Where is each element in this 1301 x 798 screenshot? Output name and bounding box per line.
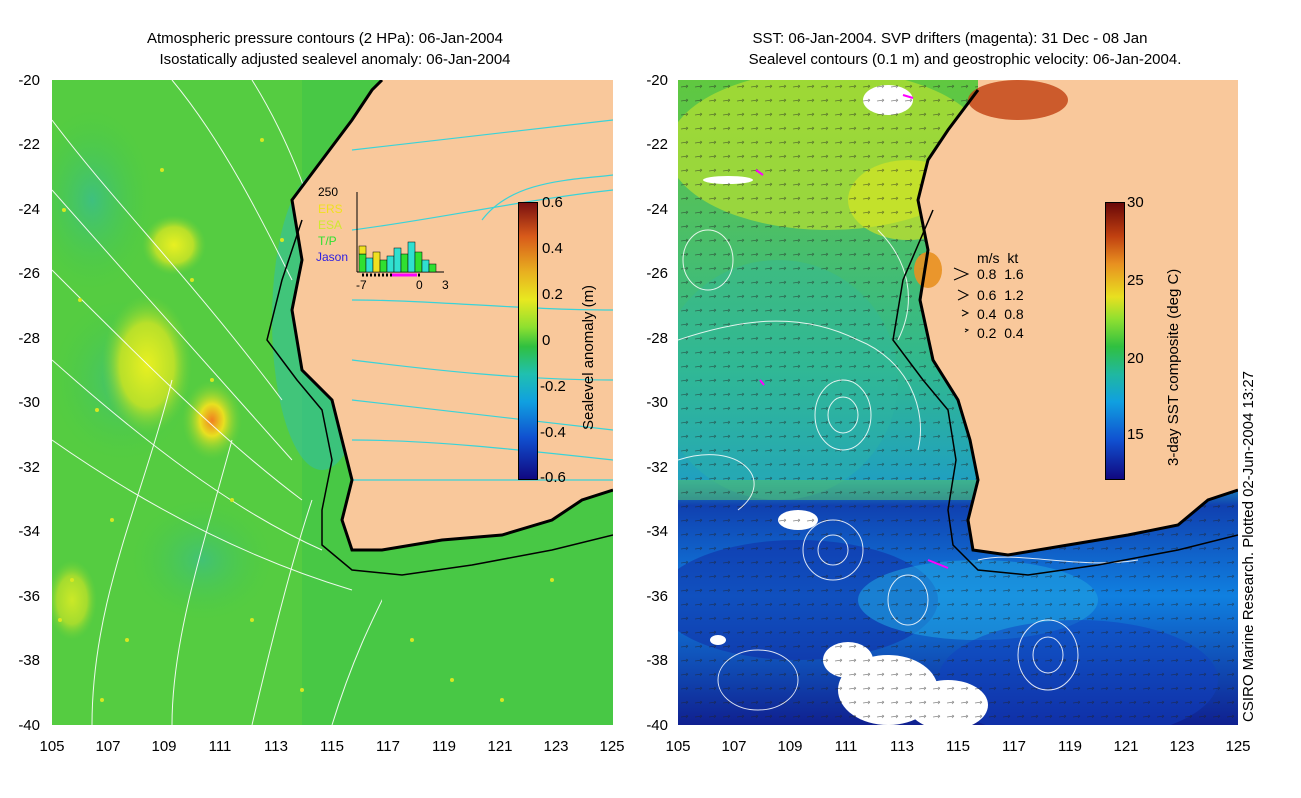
right-xtick: 113 (890, 738, 914, 755)
histogram-legend-tp: T/P (318, 234, 337, 248)
right-xtick: 107 (721, 738, 747, 755)
histogram-legend-jason: Jason (316, 250, 349, 264)
sealevel-colorbar (518, 202, 538, 480)
right-title-line2: Sealevel contours (0.1 m) and geostrophi… (748, 51, 1182, 68)
left-xtick: 107 (95, 738, 121, 755)
sealevel-cb-tick: -0.6 (540, 469, 566, 486)
velocity-legend-arrows (953, 267, 970, 333)
left-ytick: -30 (18, 394, 40, 411)
right-ytick: -28 (646, 330, 668, 347)
right-xtick: 119 (1058, 738, 1082, 755)
right-xtick: 115 (946, 738, 970, 755)
histogram-x-label-max: 3 (442, 278, 449, 292)
shelf-contour-right (892, 209, 1238, 576)
left-xtick: 121 (487, 738, 513, 755)
histogram-x-label-zero: 0 (416, 278, 423, 292)
left-xtick: 111 (208, 738, 232, 755)
histogram-max-label: 250 (318, 185, 339, 199)
histogram-bars (356, 192, 444, 277)
right-ytick: -26 (646, 265, 668, 282)
left-ytick: -38 (18, 652, 40, 669)
sealevel-cb-tick: 0.2 (542, 286, 563, 303)
right-ytick: -22 (646, 136, 668, 153)
sst-cb-tick: 25 (1127, 272, 1144, 289)
credit-text: CSIRO Marine Research. Plotted 02-Jun-20… (1240, 370, 1257, 722)
anomaly-high-2 (102, 295, 192, 435)
left-xtick: 115 (320, 738, 344, 755)
left-xtick: 113 (264, 738, 288, 755)
right-ytick: -24 (646, 201, 668, 218)
land-pressure-contours (351, 119, 613, 481)
sst-cb-tick: 30 (1127, 194, 1144, 211)
right-ytick: -40 (646, 717, 668, 734)
anomaly-high-3 (182, 380, 242, 460)
left-ytick: -28 (18, 330, 40, 347)
velocity-legend-row: 0.8 1.6 (977, 266, 1024, 282)
left-ytick: -20 (18, 72, 40, 89)
left-xtick: 109 (151, 738, 177, 755)
altimeter-tracks (58, 138, 554, 702)
right-xtick: 105 (665, 738, 691, 755)
left-title-line1: Atmospheric pressure contours (2 HPa): 0… (146, 30, 503, 47)
sealevel-cb-tick: 0.6 (542, 194, 563, 211)
australia-land-right (918, 80, 1238, 555)
histogram-legend-esa: ESA (318, 218, 343, 232)
left-ytick: -26 (18, 265, 40, 282)
left-xtick: 119 (432, 738, 456, 755)
histogram-inset: 250 ERS ESA T/P Jason -7 0 3 (312, 186, 452, 296)
left-xtick: 105 (39, 738, 65, 755)
left-xtick: 125 (599, 738, 625, 755)
right-xtick: 109 (777, 738, 803, 755)
left-map-panel (52, 80, 613, 725)
right-xtick: 123 (1169, 738, 1195, 755)
sealevel-contours (678, 229, 1139, 711)
left-title-line2: Isostatically adjusted sealevel anomaly:… (159, 51, 511, 68)
histogram-legend-ers: ERS (318, 202, 343, 216)
sst-cb-tick: 20 (1127, 350, 1144, 367)
right-ytick: -32 (646, 459, 668, 476)
histogram-x-label-min: -7 (356, 278, 367, 292)
velocity-legend-row: 0.4 0.8 (977, 306, 1024, 322)
right-xtick: 117 (1002, 738, 1026, 755)
sst-colorbar-label: 3-day SST composite (deg C) (1165, 268, 1182, 466)
right-ytick: -36 (646, 588, 668, 605)
right-map-panel (678, 80, 1238, 725)
sealevel-cb-tick: 0 (542, 332, 551, 349)
left-map-svg (52, 80, 613, 725)
anomaly-high-1 (142, 215, 206, 275)
right-ytick: -20 (646, 72, 668, 89)
velocity-legend-row: 0.2 0.4 (977, 325, 1024, 341)
right-ytick: -38 (646, 652, 668, 669)
coastline (290, 80, 613, 552)
right-ytick: -34 (646, 523, 668, 540)
left-ytick: -34 (18, 523, 40, 540)
svp-drifter-tracks (755, 94, 949, 569)
sst-cb-tick: 15 (1127, 426, 1144, 443)
sst-colorbar (1105, 202, 1125, 480)
left-ytick: -22 (18, 136, 40, 153)
velocity-legend-row: 0.6 1.2 (977, 287, 1024, 303)
sealevel-cb-tick: 0.4 (542, 240, 563, 257)
left-ytick: -24 (18, 201, 40, 218)
left-ytick: -36 (18, 588, 40, 605)
velocity-legend-header: m/s kt (977, 250, 1019, 266)
right-map-svg (678, 80, 1238, 725)
left-ytick: -40 (18, 717, 40, 734)
right-title-line1: SST: 06-Jan-2004. SVP drifters (magenta)… (752, 30, 1148, 47)
left-ytick: -32 (18, 459, 40, 476)
right-xtick: 111 (834, 738, 858, 755)
pressure-contours (52, 80, 613, 725)
shelf-contour (266, 219, 613, 576)
left-xtick: 123 (543, 738, 569, 755)
right-ytick: -30 (646, 394, 668, 411)
left-xtick: 117 (376, 738, 400, 755)
right-xtick: 121 (1113, 738, 1139, 755)
sealevel-cb-tick: -0.2 (540, 378, 566, 395)
coastline-right (916, 89, 1238, 557)
right-xtick: 125 (1225, 738, 1251, 755)
sealevel-colorbar-label: Sealevel anomaly (m) (580, 284, 597, 430)
sealevel-cb-tick: -0.4 (540, 424, 566, 441)
